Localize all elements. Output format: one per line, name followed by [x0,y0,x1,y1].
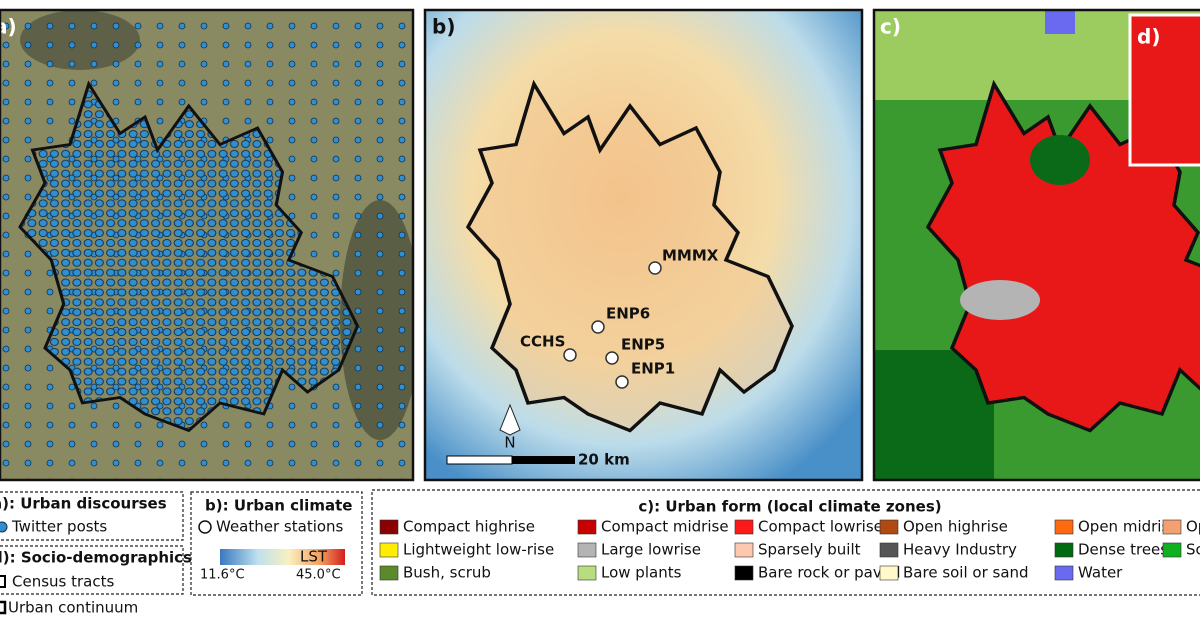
legend-swatch [879,519,899,535]
legend-swatch [1054,542,1074,558]
station-label: CCHS [520,333,565,351]
legend-swatch [1162,542,1182,558]
station-label: MMMX [662,247,719,265]
legend-item: Census tracts [12,573,114,591]
legend-item: Dense trees [1078,541,1168,559]
legend-title: d): Socio-demographics [0,549,192,567]
colorbar-max: 45.0°C [296,568,341,583]
legend-swatch [1054,519,1074,535]
legend-item: Water [1078,564,1123,582]
legend-item: Bare soil or sand [903,564,1029,582]
station-label: ENP6 [606,305,650,323]
legend-swatch [879,565,899,581]
legend-swatch [734,565,754,581]
panel-label: c) [880,15,901,39]
legend-c: c): Urban form (local climate zones) Com… [371,489,1200,596]
station-label: ENP5 [621,336,665,354]
legend-item: Lightweight low-rise [403,541,554,559]
panel-a: a) [0,10,413,480]
legend-item: Compact midrise [601,518,729,536]
panel-label: a) [0,15,17,39]
legend-swatch [577,565,597,581]
legend-swatch [734,519,754,535]
legend-item: Bare rock or paved [758,564,901,582]
legend-item: Weather stations [216,518,344,536]
legend-swatch [379,565,399,581]
legend-swatch [734,542,754,558]
legend-item: Open midrise [1078,518,1179,536]
station-label: ENP1 [631,360,675,378]
scale-bar: 20 km [578,451,630,469]
colorbar [220,549,345,565]
legend-swatch [577,519,597,535]
legend-item: Large lowrise [601,541,701,559]
legend-item: Open lowrise [1186,518,1200,536]
legend-title: b): Urban climate [205,497,352,515]
legend-item: Compact lowrise [758,518,883,536]
legend-swatch [379,542,399,558]
legend-a: a): Urban discourses Twitter posts d): S… [0,491,192,617]
legend-swatch [879,542,899,558]
legend-item: Open highrise [903,518,1008,536]
colorbar-min: 11.6°C [200,568,245,583]
legend-item: Twitter posts [11,518,107,536]
legend-title: c): Urban form (local climate zones) [638,498,941,516]
panel-label: d) [1137,25,1160,49]
legend-b: b): Urban climate Weather stations LST 1… [190,491,363,596]
legend-title: a): Urban discourses [0,495,167,513]
legend-item: Scattered trees [1186,541,1200,559]
legend-swatch [1162,519,1182,535]
legend-item: Urban continuum [8,599,138,617]
legend-item: Compact highrise [403,518,535,536]
colorbar-label: LST [300,548,328,566]
panel-label: b) [432,15,455,39]
legend-item: Sparsely built [758,541,861,559]
legend-item: Low plants [601,564,682,582]
legend-item: Bush, scrub [403,564,491,582]
panel-c: d) c) [874,10,1200,480]
panel-b: b) MMMX ENP6 CCHS ENP5 ENP1 N 20 km [423,8,864,482]
legend-item: Heavy Industry [903,541,1017,559]
legend-swatch [1054,565,1074,581]
north-arrow: N [504,434,515,452]
legend-swatch [577,542,597,558]
legend-swatch [379,519,399,535]
